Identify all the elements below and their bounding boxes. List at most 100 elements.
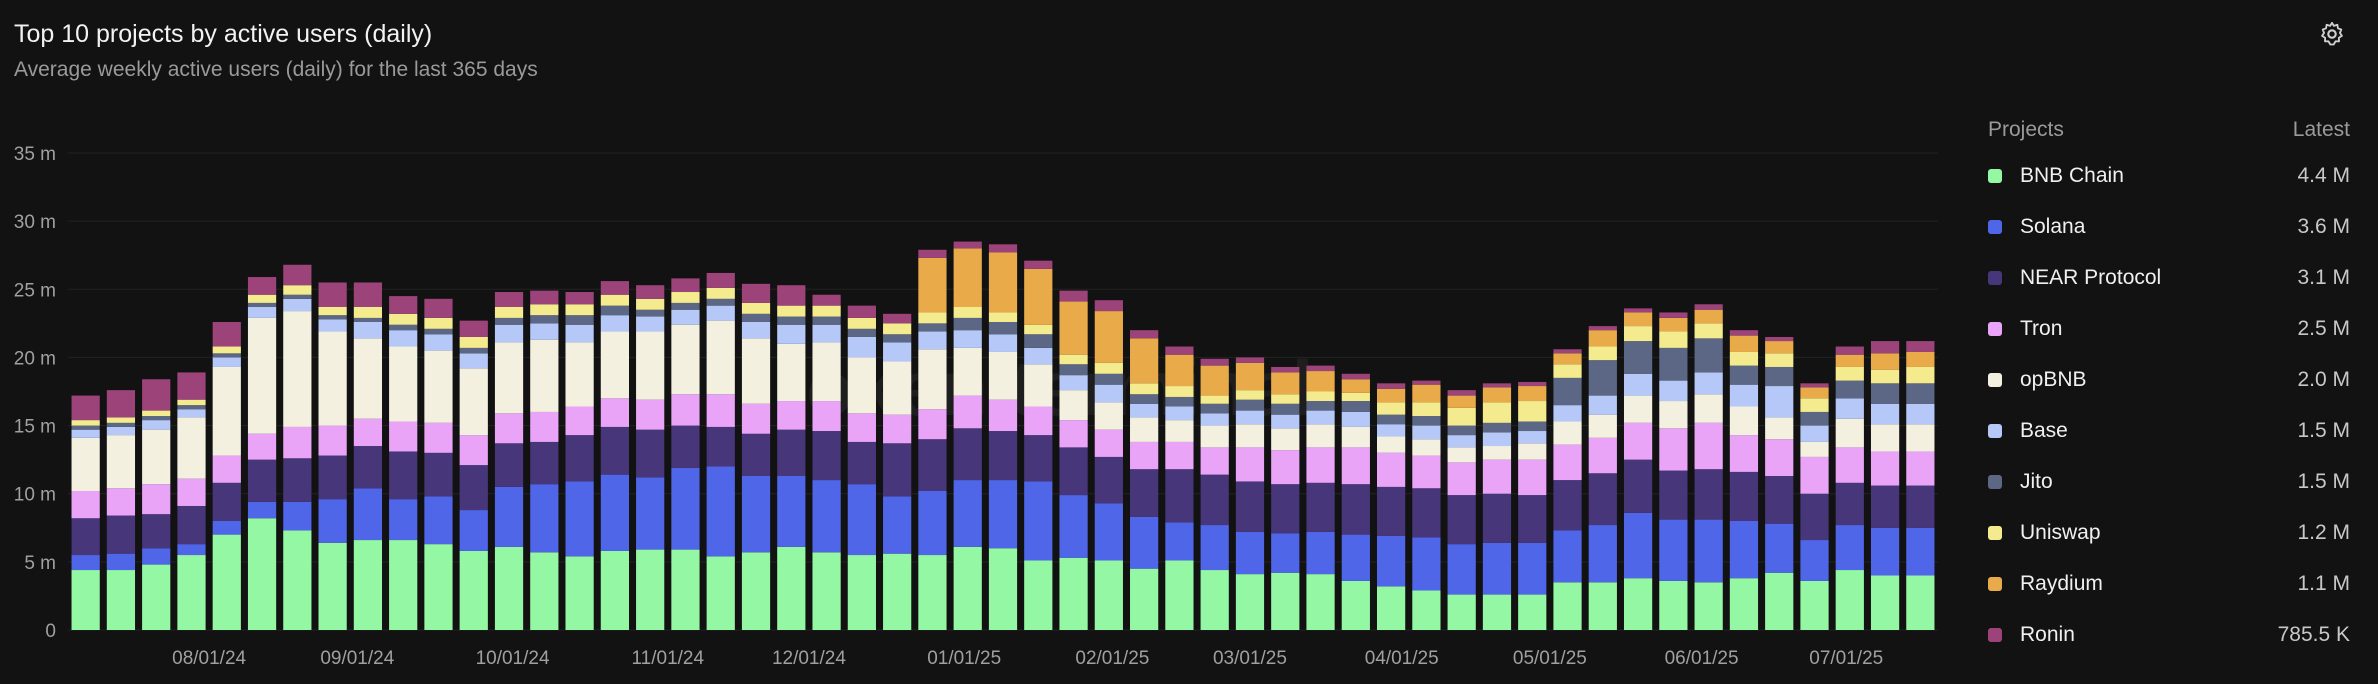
bar-segment[interactable] xyxy=(1906,424,1935,452)
bar-segment[interactable] xyxy=(883,496,912,554)
bar-segment[interactable] xyxy=(1024,481,1053,561)
bar-segment[interactable] xyxy=(1765,417,1794,440)
bar-segment[interactable] xyxy=(1906,383,1935,404)
bar-segment[interactable] xyxy=(1165,346,1194,355)
bar-segment[interactable] xyxy=(953,330,982,348)
bar-segment[interactable] xyxy=(1588,437,1617,474)
bar-segment[interactable] xyxy=(565,315,594,325)
bar-segment[interactable] xyxy=(671,302,700,310)
bar-segment[interactable] xyxy=(1906,451,1935,486)
legend-item[interactable]: Jito 1.5 M xyxy=(1988,456,2350,507)
bar-segment[interactable] xyxy=(1800,456,1829,494)
bar-segment[interactable] xyxy=(988,312,1018,322)
bar-segment[interactable] xyxy=(459,336,488,348)
bar-segment[interactable] xyxy=(1518,459,1547,496)
bar-segment[interactable] xyxy=(883,342,912,362)
bar-segment[interactable] xyxy=(530,304,559,316)
bar-segment[interactable] xyxy=(530,552,559,630)
bar-segment[interactable] xyxy=(1482,402,1512,423)
bar-segment[interactable] xyxy=(1906,351,1935,367)
bar-segment[interactable] xyxy=(1553,349,1582,354)
bar-segment[interactable] xyxy=(142,564,171,630)
bar-segment[interactable] xyxy=(1235,574,1265,630)
bar-segment[interactable] xyxy=(1200,365,1229,396)
bar-segment[interactable] xyxy=(1165,441,1194,470)
bar-segment[interactable] xyxy=(883,361,912,415)
bar-segment[interactable] xyxy=(636,331,665,400)
bar-segment[interactable] xyxy=(283,501,312,531)
legend-item[interactable]: Raydium 1.1 M xyxy=(1988,558,2350,609)
bar-segment[interactable] xyxy=(459,435,488,466)
bar-segment[interactable] xyxy=(600,550,629,630)
bar-segment[interactable] xyxy=(71,429,100,438)
bar-segment[interactable] xyxy=(353,338,383,419)
bar-segment[interactable] xyxy=(565,481,594,557)
bar-segment[interactable] xyxy=(71,437,100,491)
bar-segment[interactable] xyxy=(1800,411,1829,426)
bar-segment[interactable] xyxy=(600,281,629,295)
bar-segment[interactable] xyxy=(1729,520,1759,579)
bar-segment[interactable] xyxy=(706,287,735,299)
bar-segment[interactable] xyxy=(777,305,806,317)
bar-segment[interactable] xyxy=(142,548,171,565)
bar-segment[interactable] xyxy=(1377,424,1406,437)
legend-item[interactable]: Solana 3.6 M xyxy=(1988,201,2350,252)
bar-segment[interactable] xyxy=(1377,414,1406,425)
bar-segment[interactable] xyxy=(953,248,982,308)
bar-segment[interactable] xyxy=(1765,353,1794,367)
bar-segment[interactable] xyxy=(1765,341,1794,354)
bar-segment[interactable] xyxy=(671,278,700,293)
bar-segment[interactable] xyxy=(1412,455,1441,489)
bar-segment[interactable] xyxy=(106,435,136,489)
bar-segment[interactable] xyxy=(812,480,841,553)
bar-segment[interactable] xyxy=(1130,330,1159,339)
bar-segment[interactable] xyxy=(389,296,418,314)
bar-segment[interactable] xyxy=(494,443,524,487)
bar-segment[interactable] xyxy=(1870,341,1900,354)
bar-segment[interactable] xyxy=(1553,421,1582,445)
bar-segment[interactable] xyxy=(494,324,524,343)
bar-segment[interactable] xyxy=(1835,366,1864,381)
bar-segment[interactable] xyxy=(353,488,383,541)
bar-segment[interactable] xyxy=(530,484,559,553)
bar-segment[interactable] xyxy=(1623,326,1653,342)
bar-segment[interactable] xyxy=(1870,527,1900,576)
bar-segment[interactable] xyxy=(530,441,559,485)
bar-segment[interactable] xyxy=(247,518,277,630)
bar-segment[interactable] xyxy=(283,311,312,427)
bar-segment[interactable] xyxy=(247,277,277,295)
bar-segment[interactable] xyxy=(247,294,277,303)
bar-segment[interactable] xyxy=(1482,542,1512,595)
bar-segment[interactable] xyxy=(1870,424,1900,452)
bar-segment[interactable] xyxy=(177,409,206,418)
bar-segment[interactable] xyxy=(1447,495,1476,545)
bar-segment[interactable] xyxy=(1094,373,1123,385)
bar-segment[interactable] xyxy=(1870,353,1900,370)
bar-segment[interactable] xyxy=(1200,474,1229,526)
bar-segment[interactable] xyxy=(1694,519,1723,583)
bar-segment[interactable] xyxy=(1694,422,1723,470)
bar-segment[interactable] xyxy=(353,321,383,339)
bar-segment[interactable] xyxy=(1306,424,1335,448)
bar-segment[interactable] xyxy=(1059,301,1088,355)
bar-segment[interactable] xyxy=(1377,383,1406,389)
bar-segment[interactable] xyxy=(706,298,735,306)
bar-segment[interactable] xyxy=(142,514,171,549)
bar-segment[interactable] xyxy=(918,409,947,440)
bar-segment[interactable] xyxy=(1765,572,1794,630)
bar-segment[interactable] xyxy=(1659,312,1688,318)
bar-segment[interactable] xyxy=(1377,436,1406,453)
bar-segment[interactable] xyxy=(883,414,912,444)
bar-segment[interactable] xyxy=(389,346,418,422)
bar-segment[interactable] xyxy=(1200,425,1229,448)
bar-segment[interactable] xyxy=(106,488,136,516)
bar-segment[interactable] xyxy=(283,426,312,459)
bar-segment[interactable] xyxy=(1271,414,1300,429)
bar-segment[interactable] xyxy=(1729,384,1759,407)
bar-segment[interactable] xyxy=(671,549,700,630)
bar-segment[interactable] xyxy=(565,435,594,482)
bar-segment[interactable] xyxy=(1271,533,1300,573)
bar-segment[interactable] xyxy=(1694,469,1723,520)
bar-segment[interactable] xyxy=(847,555,876,630)
bar-segment[interactable] xyxy=(1130,516,1159,569)
